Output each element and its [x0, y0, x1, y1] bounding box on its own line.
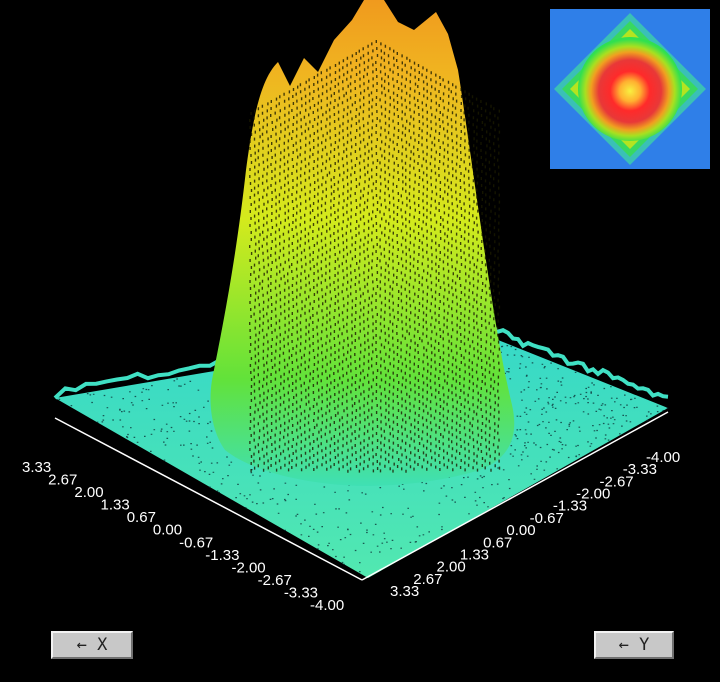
x-axis-tick-label: -4.00 — [310, 597, 344, 614]
rotate-x-label: ← X — [76, 635, 108, 655]
y-axis-tick-label: 0.00 — [506, 522, 535, 539]
x-axis-tick-label: -0.67 — [179, 534, 213, 551]
x-axis-tick-label: 2.67 — [48, 472, 77, 489]
y-axis-tick-label: 2.67 — [413, 571, 442, 588]
y-axis-tick-label: 3.33 — [390, 583, 419, 600]
y-axis-ticks: 3.332.672.001.330.670.00-0.67-1.33-2.00-… — [390, 449, 680, 600]
x-axis-tick-label: 3.33 — [22, 459, 51, 476]
y-axis-tick-label: 2.00 — [437, 559, 466, 576]
y-axis-tick-label: -0.67 — [530, 510, 564, 527]
y-axis-tick-label: -2.00 — [576, 486, 610, 503]
y-axis-tick-label: -1.33 — [553, 498, 587, 515]
x-axis-tick-label: 2.00 — [74, 484, 103, 501]
y-axis-tick-label: -2.67 — [599, 473, 633, 490]
y-axis-tick-label: 0.67 — [483, 534, 512, 551]
y-axis-tick-label: -4.00 — [646, 449, 680, 466]
rotate-y-button[interactable]: ← Y — [594, 631, 674, 659]
x-axis-tick-label: 0.00 — [153, 522, 182, 539]
x-axis-ticks: 3.332.672.001.330.670.00-0.67-1.33-2.00-… — [22, 459, 344, 614]
beam-peak-surface — [210, 0, 515, 486]
y-axis-tick-label: -3.33 — [623, 461, 657, 478]
x-axis-line — [54, 417, 363, 581]
x-axis-tick-label: 0.67 — [127, 509, 156, 526]
rotate-y-label: ← Y — [618, 635, 650, 655]
rotate-x-button[interactable]: ← X — [51, 631, 133, 659]
x-axis-tick-label: -3.33 — [284, 584, 318, 601]
y-axis-line — [361, 411, 669, 581]
beam-profile-2d-inset — [550, 9, 710, 169]
x-axis-tick-label: -2.67 — [258, 572, 292, 589]
x-axis-tick-label: -2.00 — [231, 559, 265, 576]
x-axis-tick-label: 1.33 — [101, 497, 130, 514]
x-axis-tick-label: -1.33 — [205, 547, 239, 564]
y-axis-tick-label: 1.33 — [460, 546, 489, 563]
